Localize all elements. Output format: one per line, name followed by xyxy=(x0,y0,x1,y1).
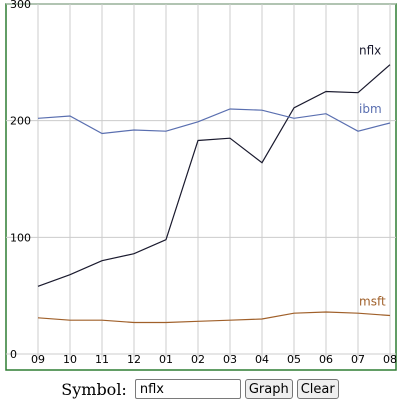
y-tick-label: 300 xyxy=(10,0,31,11)
y-tick-label: 200 xyxy=(10,115,31,128)
series-line-msft xyxy=(37,311,391,324)
x-tick-label: 04 xyxy=(255,353,269,366)
series-label-msft: msft xyxy=(359,295,386,309)
y-tick-label: 0 xyxy=(10,348,17,361)
x-tick-label: 03 xyxy=(223,353,237,366)
chart-svg: 0 100 200 300 09 10 11 12 01 02 03 04 05 06 07 08 nflx ib… xyxy=(5,0,397,371)
graph-button[interactable]: Graph xyxy=(244,379,293,399)
series-label-ibm: ibm xyxy=(359,102,382,116)
x-tick-label: 01 xyxy=(159,353,173,366)
symbol-form: Symbol: Graph Clear xyxy=(0,376,400,402)
x-tick-label: 05 xyxy=(287,353,301,366)
x-tick-label: 06 xyxy=(319,353,333,366)
symbol-input[interactable] xyxy=(134,379,241,399)
x-tick-label: 07 xyxy=(351,353,365,366)
plot-frame xyxy=(5,3,397,371)
series-line-nflx xyxy=(37,64,391,287)
x-tick-label: 12 xyxy=(127,353,141,366)
x-tick-label: 02 xyxy=(191,353,205,366)
series-line-ibm xyxy=(37,108,391,135)
symbol-label: Symbol: xyxy=(61,379,127,399)
x-tick-label: 10 xyxy=(63,353,77,366)
clear-button[interactable]: Clear xyxy=(296,379,339,399)
x-tick-label: 09 xyxy=(31,353,45,366)
stock-chart: 0 100 200 300 09 10 11 12 01 02 03 04 05 06 07 08 nflx ib… xyxy=(5,0,397,371)
y-tick-label: 100 xyxy=(10,231,31,244)
x-tick-label: 08 xyxy=(383,353,397,366)
x-tick-label: 11 xyxy=(95,353,109,366)
series-label-nflx: nflx xyxy=(359,44,381,58)
